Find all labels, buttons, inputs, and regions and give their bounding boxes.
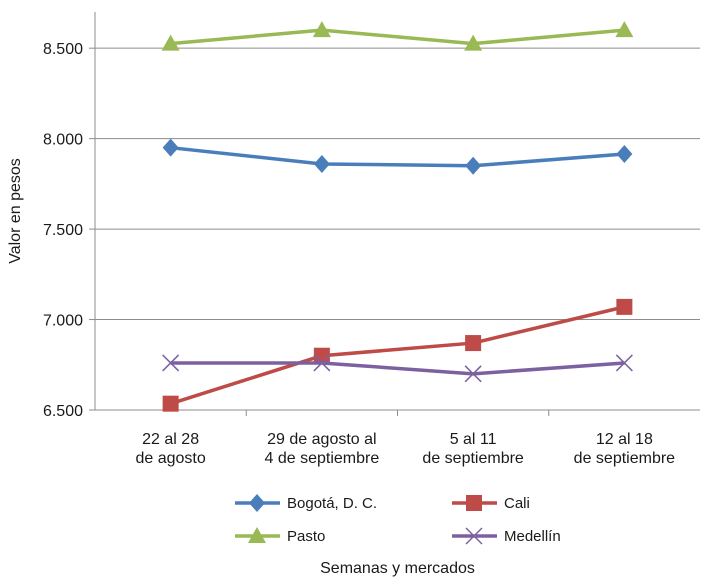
data-point-x [313,354,331,372]
data-point-x [464,365,482,383]
series-line [170,361,625,376]
data-point-diamond [616,145,633,164]
y-tick-label: 8.000 [43,132,83,149]
legend: Bogotá, D. C. Cali Pasto Medellín [235,494,561,545]
series-group [162,354,633,383]
data-point-diamond [313,154,330,173]
legend-item: Bogotá, D. C. [235,494,377,512]
x-tick-label: 22 al 28 de agosto [135,431,205,467]
y-tick-label: 7.000 [43,313,83,330]
data-point-x [162,354,180,372]
series-group [162,298,633,412]
data-point-square [616,298,633,315]
tick-labels: 6.500 7.000 7.500 8.000 8.500 22 al 28 de agos… [43,41,675,467]
data-point-diamond [249,494,265,512]
data-point-x [615,354,633,372]
data-point-square [465,335,482,352]
data-point-triangle [312,21,331,38]
legend-item: Pasto [235,527,325,545]
axes [89,12,550,416]
data-point-x [465,527,483,545]
x-axis-title: Semanas y mercados [320,560,475,577]
data-point-diamond [162,138,179,157]
gridlines [95,47,700,411]
data-point-diamond [465,156,482,175]
y-axis-title: Valor en pesos [7,158,24,264]
legend-item: Medellín [452,527,561,545]
data-point-triangle [248,527,266,543]
y-tick-label: 7.500 [43,222,83,239]
series-group [161,21,634,51]
data-point-square [466,495,482,511]
series-line [170,145,625,168]
x-tick-label: 12 al 18 de septiembre [574,431,675,467]
series-line [170,28,625,46]
legend-item: Cali [452,495,530,512]
series-group [162,138,633,175]
data-point-square [162,395,179,412]
data-point-triangle [161,34,180,51]
legend-label: Pasto [287,528,325,545]
x-tick-label: 29 de agosto al 4 de septiembre [265,431,380,467]
y-tick-label: 8.500 [43,41,83,58]
series [161,21,634,412]
data-point-triangle [615,21,634,38]
legend-label: Bogotá, D. C. [287,495,377,512]
legend-label: Medellín [504,528,561,545]
data-point-triangle [464,34,483,51]
x-tick-label: 5 al 11 de septiembre [422,431,523,467]
y-tick-label: 6.500 [43,403,83,420]
series-line [170,305,625,406]
legend-label: Cali [504,495,530,512]
